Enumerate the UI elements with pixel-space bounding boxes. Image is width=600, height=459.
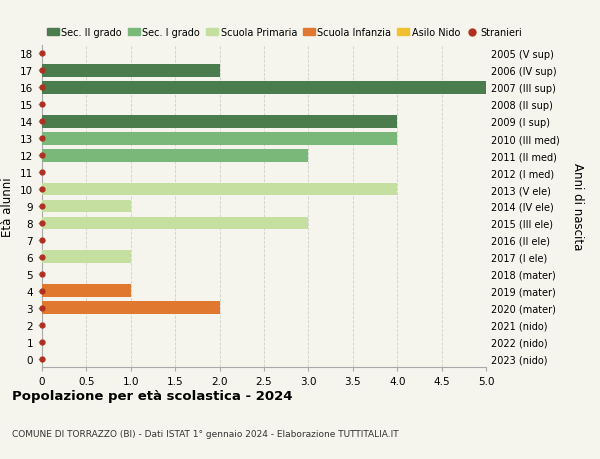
Bar <box>42 285 131 297</box>
Bar <box>42 200 131 213</box>
Bar <box>42 82 486 95</box>
Bar <box>42 116 397 129</box>
Bar <box>42 133 397 145</box>
Bar <box>42 302 220 314</box>
Text: COMUNE DI TORRAZZO (BI) - Dati ISTAT 1° gennaio 2024 - Elaborazione TUTTITALIA.I: COMUNE DI TORRAZZO (BI) - Dati ISTAT 1° … <box>12 429 398 438</box>
Legend: Sec. II grado, Sec. I grado, Scuola Primaria, Scuola Infanzia, Asilo Nido, Stran: Sec. II grado, Sec. I grado, Scuola Prim… <box>47 28 523 38</box>
Text: Popolazione per età scolastica - 2024: Popolazione per età scolastica - 2024 <box>12 389 293 403</box>
Bar <box>42 217 308 230</box>
Y-axis label: Età alunni: Età alunni <box>1 177 14 236</box>
Y-axis label: Anni di nascita: Anni di nascita <box>571 163 584 250</box>
Bar <box>42 251 131 263</box>
Bar <box>42 183 397 196</box>
Bar <box>42 65 220 78</box>
Bar <box>42 150 308 162</box>
